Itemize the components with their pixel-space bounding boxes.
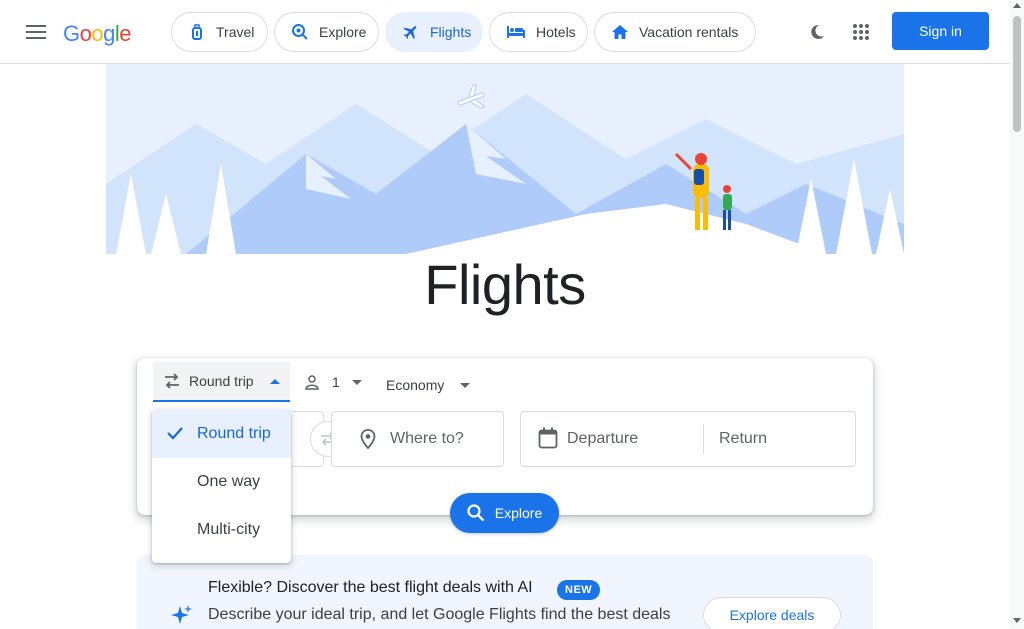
scroll-up-arrow-icon[interactable] xyxy=(1013,3,1021,8)
checkmark-icon xyxy=(167,427,183,440)
return-date-input[interactable]: Return xyxy=(719,430,768,447)
airplane-icon xyxy=(403,26,417,39)
sparkle-icon xyxy=(171,605,192,624)
where-to-input[interactable]: Where to? xyxy=(331,411,504,467)
tab-hotels[interactable]: Hotels xyxy=(489,12,588,52)
tab-explore[interactable]: Explore xyxy=(274,12,379,52)
passengers-select[interactable]: 1 xyxy=(294,362,374,402)
mountains-travelers-illustration xyxy=(106,64,904,254)
trip-type-select[interactable]: Round trip xyxy=(153,362,290,402)
tab-label: Vacation rentals xyxy=(639,24,739,40)
date-divider xyxy=(703,424,704,454)
calendar-icon xyxy=(538,427,558,449)
tab-vacation-rentals[interactable]: Vacation rentals xyxy=(594,12,756,52)
passengers-value: 1 xyxy=(332,374,340,390)
luggage-icon xyxy=(192,24,202,40)
google-apps-button[interactable] xyxy=(841,12,881,52)
dark-theme-button[interactable] xyxy=(797,12,837,52)
date-range-field xyxy=(520,411,856,467)
promo-description: Describe your ideal trip, and let Google… xyxy=(208,606,671,623)
moon-icon xyxy=(811,24,824,39)
explore-search-button[interactable]: Explore xyxy=(450,493,559,533)
where-to-placeholder: Where to? xyxy=(390,430,464,447)
sign-in-button[interactable]: Sign in xyxy=(892,12,989,50)
option-label: Round trip xyxy=(197,425,271,442)
search-icon xyxy=(467,504,485,522)
promo-title: Flexible? Discover the best flight deals… xyxy=(208,579,533,596)
location-pin-icon xyxy=(360,429,376,449)
tab-label: Explore xyxy=(319,24,367,40)
cabin-class-value: Economy xyxy=(386,377,445,393)
option-label: One way xyxy=(197,473,261,490)
apps-grid-icon xyxy=(853,24,869,40)
scroll-thumb[interactable] xyxy=(1013,16,1021,132)
google-logo[interactable]: Google xyxy=(63,21,132,46)
explore-deals-button[interactable]: Explore deals xyxy=(703,597,841,629)
tab-label: Hotels xyxy=(536,24,576,40)
tab-label: Travel xyxy=(216,24,255,40)
chevron-down-icon xyxy=(351,379,362,385)
top-app-bar: Google Travel Explore Flights xyxy=(0,0,1024,64)
house-icon xyxy=(612,25,628,39)
tab-flights[interactable]: Flights xyxy=(385,12,483,52)
chevron-down-icon xyxy=(460,382,471,388)
cabin-class-select[interactable]: Economy xyxy=(378,362,482,408)
swap-arrows-icon xyxy=(165,373,179,389)
page-scrollbar[interactable] xyxy=(1010,0,1024,629)
trip-type-dropdown: Round trip One way Multi-city xyxy=(152,410,291,563)
bed-icon xyxy=(507,26,525,38)
hamburger-menu-icon xyxy=(26,25,46,39)
chevron-up-icon xyxy=(269,378,280,384)
option-multi-city[interactable]: Multi-city xyxy=(152,506,291,554)
main-menu-button[interactable] xyxy=(12,8,60,56)
person-icon xyxy=(305,375,319,390)
trip-type-value: Round trip xyxy=(189,373,254,389)
scroll-down-arrow-icon[interactable] xyxy=(1013,618,1021,623)
option-round-trip[interactable]: Round trip xyxy=(152,410,291,458)
option-label: Multi-city xyxy=(197,521,261,538)
tab-label: Flights xyxy=(430,24,472,40)
page-title: Flights xyxy=(424,253,586,316)
option-one-way[interactable]: One way xyxy=(152,458,291,506)
new-badge: NEW xyxy=(557,580,601,600)
tab-travel[interactable]: Travel xyxy=(171,12,268,52)
explore-search-icon xyxy=(292,24,308,40)
explore-button-label: Explore xyxy=(494,505,543,521)
departure-date-input[interactable]: Departure xyxy=(567,430,639,447)
